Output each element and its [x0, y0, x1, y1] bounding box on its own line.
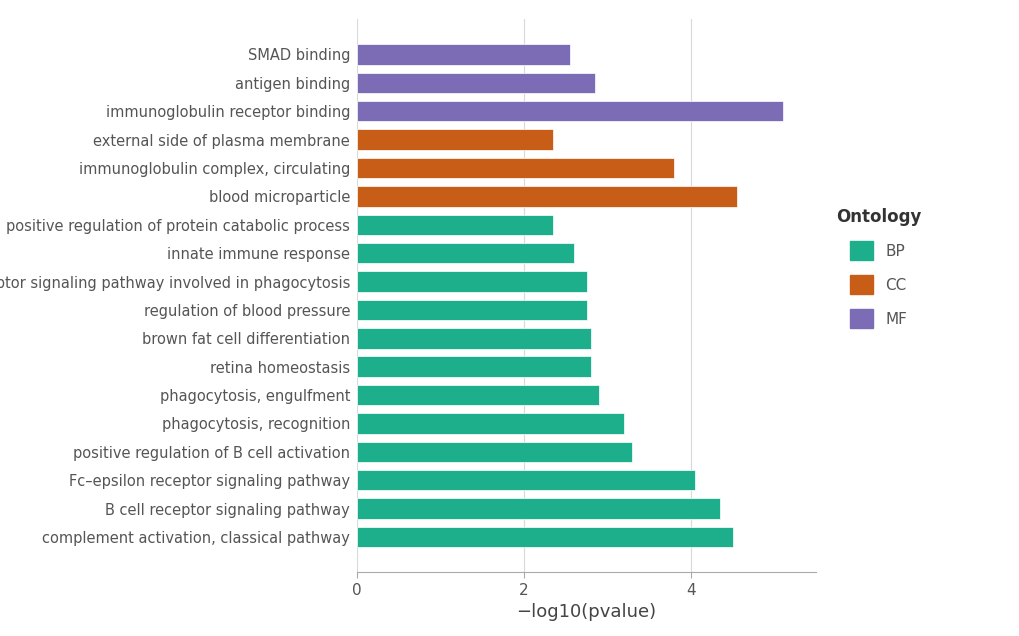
Bar — [357, 73, 594, 93]
Bar — [357, 470, 694, 490]
Bar — [357, 441, 632, 462]
Bar — [357, 129, 552, 150]
Bar — [357, 158, 674, 178]
Bar — [357, 357, 590, 377]
Bar — [357, 527, 732, 547]
Bar — [357, 101, 782, 121]
Bar — [357, 272, 586, 292]
X-axis label: −log10(pvalue): −log10(pvalue) — [516, 604, 656, 621]
Legend: BP, CC, MF: BP, CC, MF — [827, 200, 928, 336]
Bar — [357, 243, 574, 263]
Bar — [357, 385, 598, 405]
Bar — [357, 328, 590, 349]
Bar — [357, 413, 624, 434]
Bar — [357, 300, 586, 320]
Bar — [357, 214, 552, 235]
Bar — [357, 186, 736, 207]
Bar — [357, 45, 570, 65]
Bar — [357, 499, 719, 519]
